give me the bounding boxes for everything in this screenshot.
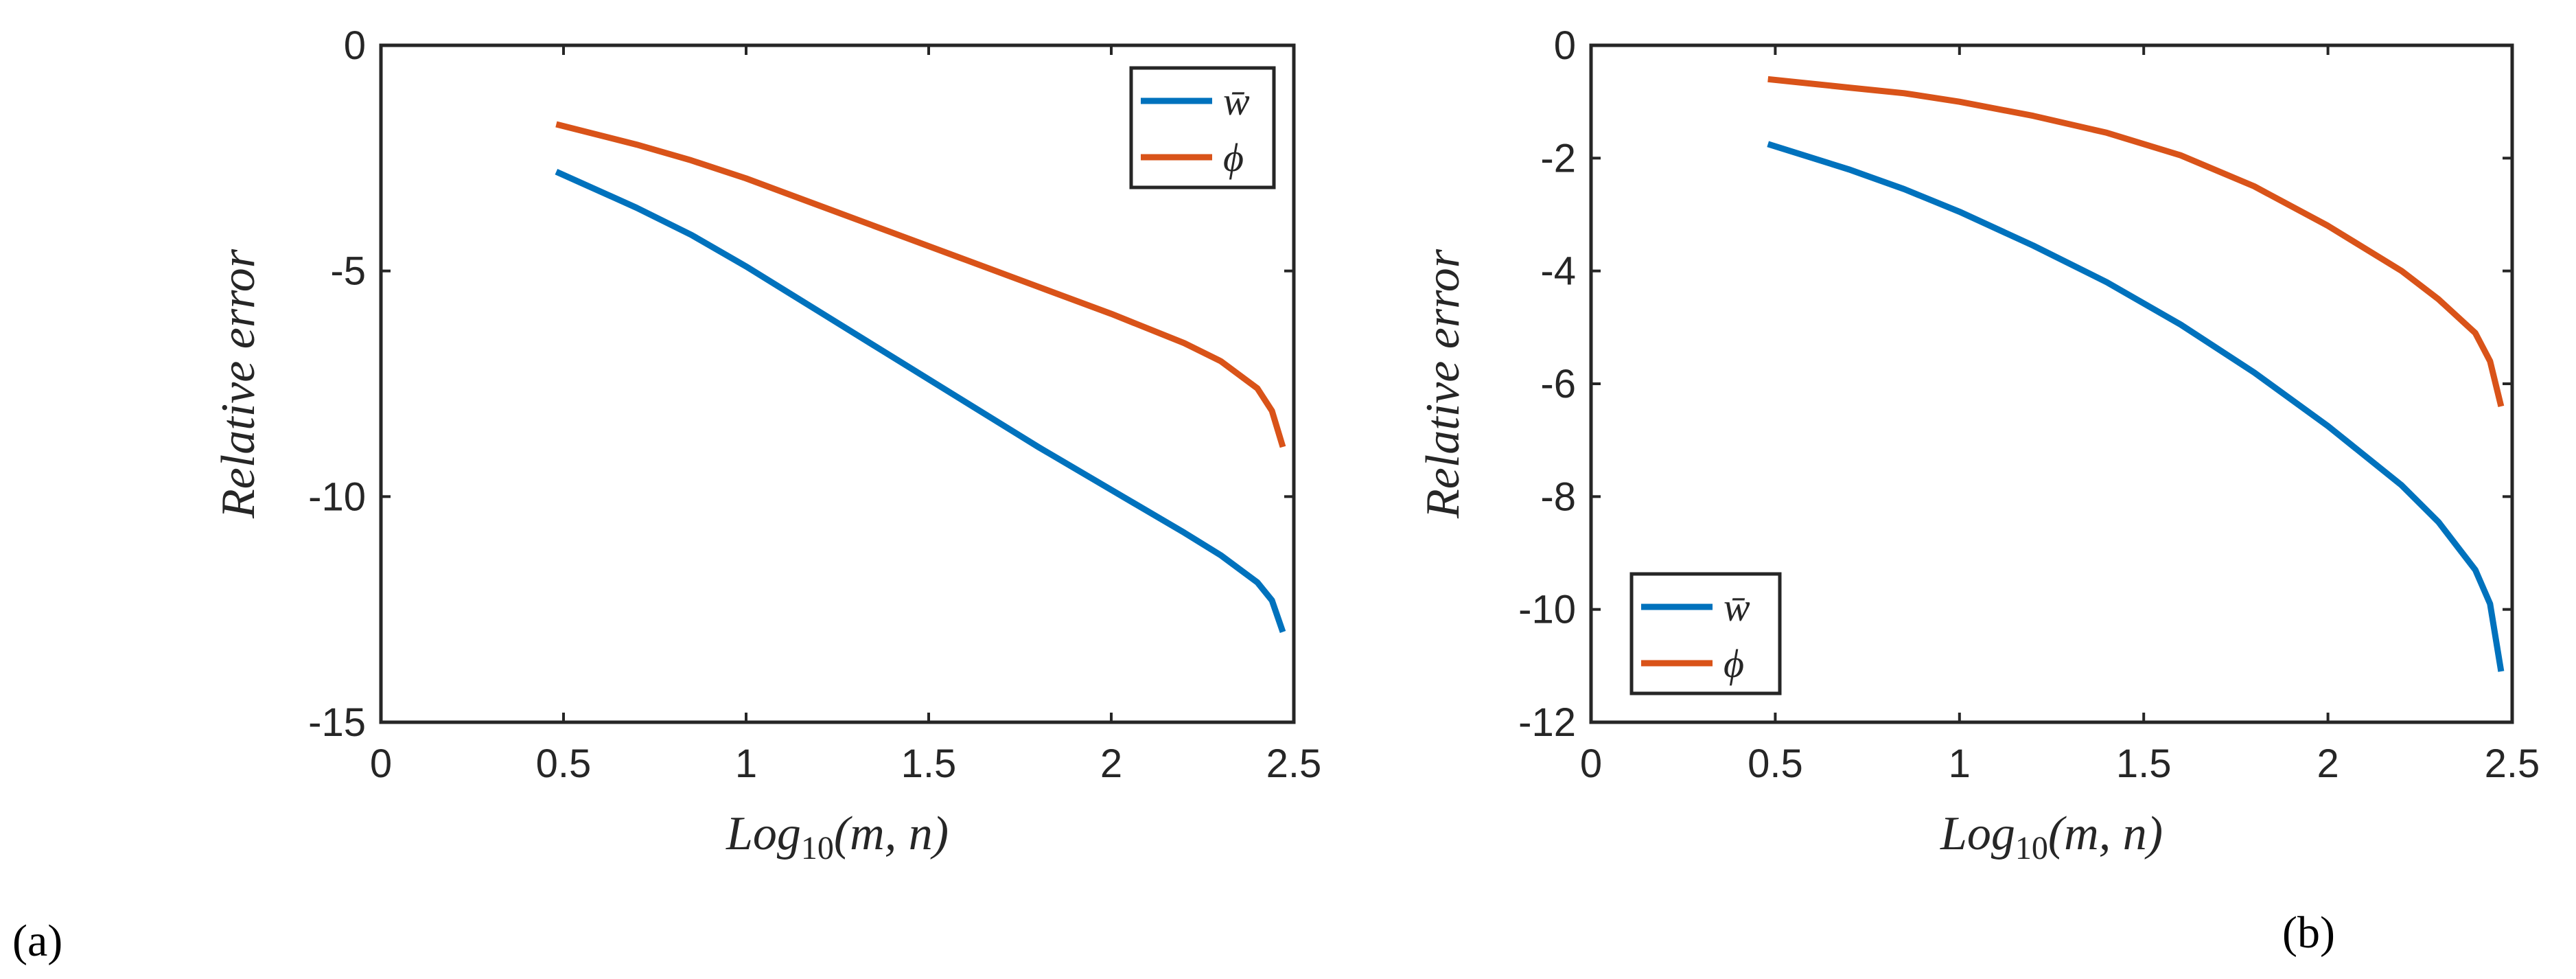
legend-box [1129,66,1276,189]
x-tick-label: 2.5 [2485,741,2540,786]
y-tick-label: -12 [1518,700,1576,745]
x-tick-label: 2 [1100,741,1122,786]
y-axis-label: Relative error [1417,249,1470,519]
y-tick-label: -5 [330,249,366,294]
y-axis-label: Relative error [212,249,265,519]
x-tick-label: 2.5 [1266,741,1322,786]
legend-box [1629,572,1782,695]
y-tick-label: -4 [1540,249,1576,294]
legend-label-w-bar: w̄ [1724,585,1750,630]
series-line-phi [1767,76,2505,407]
x-tick-label: 0 [370,741,392,786]
legend-label-w-bar: w̄ [1223,79,1250,124]
x-axis-label-args: (m, n) [834,807,949,860]
chart-panel-b: 0 0.5 1 1.5 2 2.5 0 -2 -4 -6 -8 -10 -12 Log10(m, n) Re… [1417,23,2540,958]
x-axis-label: Log10(m, n) [1940,807,2163,866]
x-tick-label: 1 [1949,741,1971,786]
x-axis-label-subscript: 10 [801,830,834,866]
legend: w̄ ϕ [1129,66,1276,189]
legend-label-phi: ϕ [1724,641,1744,686]
x-tick-label: 0 [1580,741,1602,786]
legend: w̄ ϕ [1629,572,1782,695]
x-axis-label: Log10(m, n) [726,807,949,866]
series-line-w-bar [1767,141,2505,672]
y-tick-label: -6 [1540,362,1576,406]
y-tick-label: -2 [1540,136,1576,181]
x-tick-label: 0.5 [536,741,592,786]
x-axis-label-base: Log [726,807,801,860]
panel-label: (a) [12,916,62,966]
x-axis-label-subscript: 10 [2015,830,2048,866]
series-line-phi [555,121,1286,448]
y-tick-label: -15 [308,700,366,745]
x-tick-label: 1 [735,741,757,786]
x-tick-label: 0.5 [1748,741,1803,786]
y-tick-label: -8 [1540,474,1576,519]
y-tick-label: -10 [1518,588,1576,632]
chart-panel-a: 0 0.5 1 1.5 2 2.5 0 -5 -10 -15 Log10(m, n) Relative… [12,23,1321,966]
y-tick-label: 0 [344,23,366,68]
series-line-w-bar [555,168,1286,633]
legend-label-phi: ϕ [1223,135,1244,180]
x-tick-label: 2 [2317,741,2339,786]
y-tick-label: -10 [308,474,366,519]
x-tick-label: 1.5 [2116,741,2172,786]
panel-label: (b) [2282,908,2335,958]
x-axis-label-args: (m, n) [2048,807,2163,860]
x-tick-label: 1.5 [901,741,957,786]
x-axis-label-base: Log [1940,807,2015,860]
y-tick-label: 0 [1554,23,1576,68]
